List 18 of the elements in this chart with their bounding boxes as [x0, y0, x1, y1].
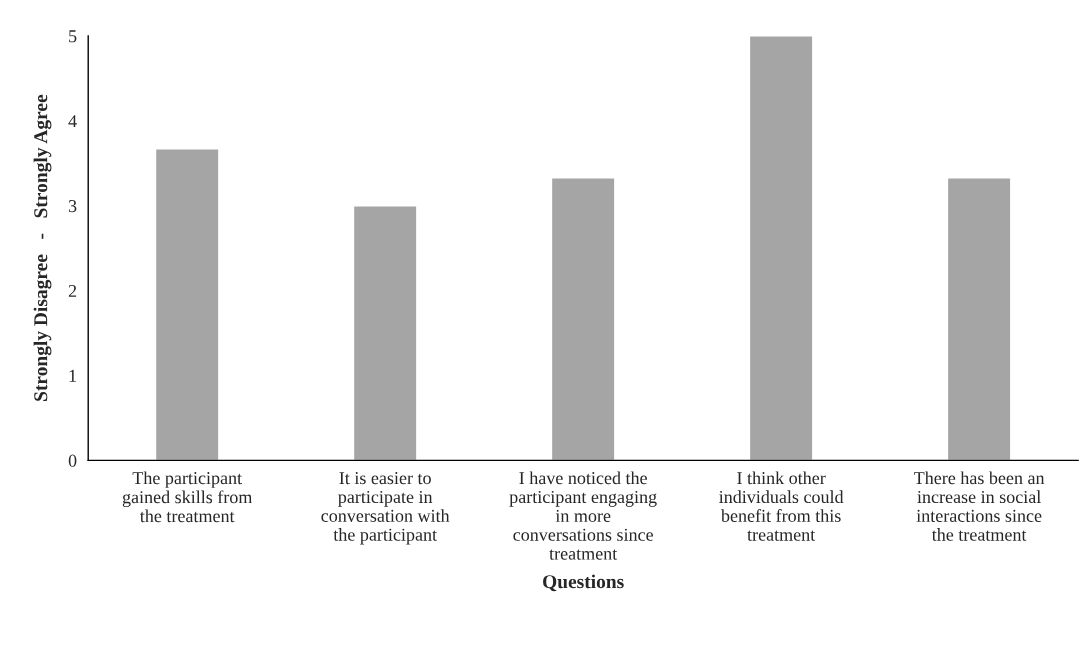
y-tick-label: 4	[68, 115, 77, 128]
x-tick-label: I think other individuals could benefit from this treatment	[719, 471, 844, 541]
y-tick-label: 3	[68, 200, 77, 213]
bar	[550, 176, 616, 461]
bar	[154, 148, 220, 461]
x-axis-title: Questions	[543, 574, 624, 592]
x-tick-label: There has been an increase in social interactions since the treatment	[914, 471, 1045, 541]
bar	[748, 35, 814, 461]
y-tick-label: 0	[68, 454, 77, 467]
y-axis-title: Strongly Disagree - Strongly Agree	[33, 94, 52, 401]
x-tick-label: I have noticed the participant engaging in more conversations since treatment	[509, 471, 657, 560]
y-tick-label: 5	[69, 30, 77, 43]
x-tick-label: It is easier to participate in conversation with the participant	[321, 472, 450, 545]
bar	[352, 205, 418, 461]
bar	[946, 176, 1012, 461]
x-tick-label: The participant gained skills from the treatment	[122, 471, 253, 523]
y-tick-label: 1	[69, 369, 77, 382]
y-tick-label: 2	[68, 284, 77, 297]
